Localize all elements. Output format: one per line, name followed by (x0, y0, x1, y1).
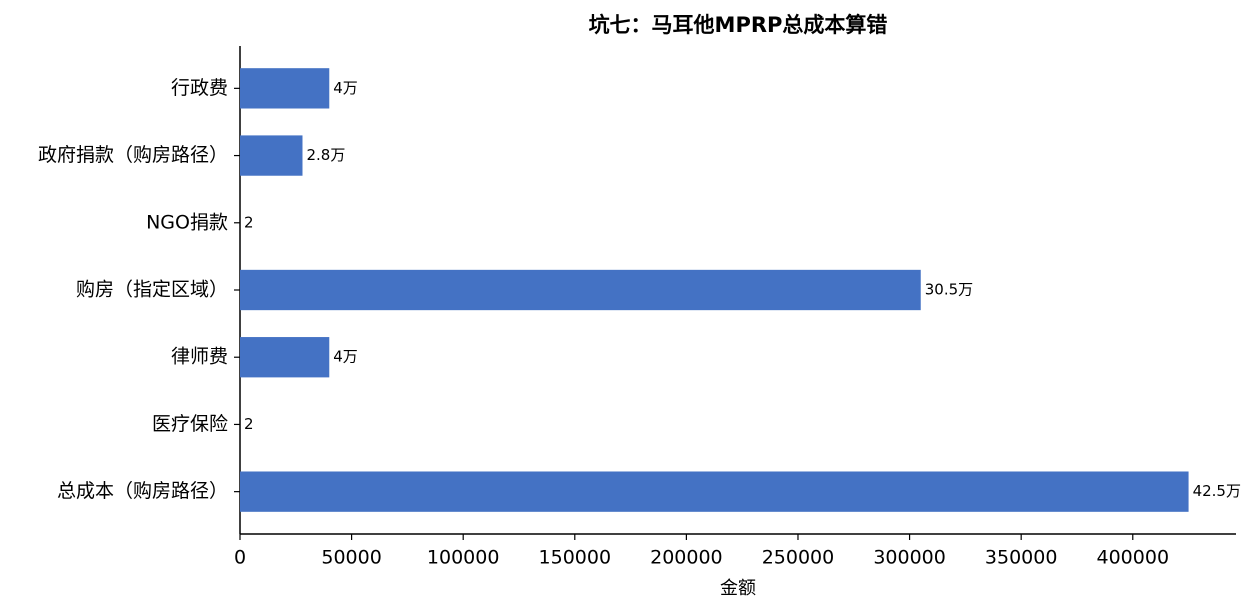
y-tick-label: 行政费 (171, 77, 228, 99)
value-label: 4万 (333, 348, 358, 366)
y-tick-label: 政府捐款（购房路径） (38, 144, 228, 166)
x-tick-label: 200000 (650, 547, 723, 569)
bar (240, 337, 330, 378)
value-label: 30.5万 (925, 281, 973, 299)
x-tick-label: 250000 (762, 547, 835, 569)
bar (240, 68, 330, 109)
bar (240, 471, 1189, 512)
x-tick-label: 100000 (427, 547, 500, 569)
x-tick-label: 0 (234, 547, 246, 569)
value-label: 2 (244, 213, 254, 231)
y-tick-label: 购房（指定区域） (76, 279, 228, 301)
y-tick-label: 医疗保险 (152, 413, 228, 435)
bar (240, 135, 303, 176)
value-label: 42.5万 (1193, 482, 1241, 500)
chart-title: 坑七：马耳他MPRP总成本算错 (589, 13, 888, 37)
value-label: 2.8万 (306, 146, 345, 164)
x-tick-label: 300000 (873, 547, 946, 569)
y-tick-label: NGO捐款 (146, 211, 228, 233)
y-tick-label: 律师费 (171, 346, 228, 368)
value-label: 4万 (333, 79, 358, 97)
value-label: 2 (244, 415, 254, 433)
x-tick-label: 400000 (1097, 547, 1170, 569)
x-tick-label: 50000 (321, 547, 381, 569)
bar (240, 269, 921, 311)
x-tick-label: 350000 (985, 547, 1058, 569)
y-tick-label: 总成本（购房路径） (57, 480, 228, 502)
x-tick-label: 150000 (539, 547, 612, 569)
x-axis-label: 金额 (720, 578, 756, 599)
